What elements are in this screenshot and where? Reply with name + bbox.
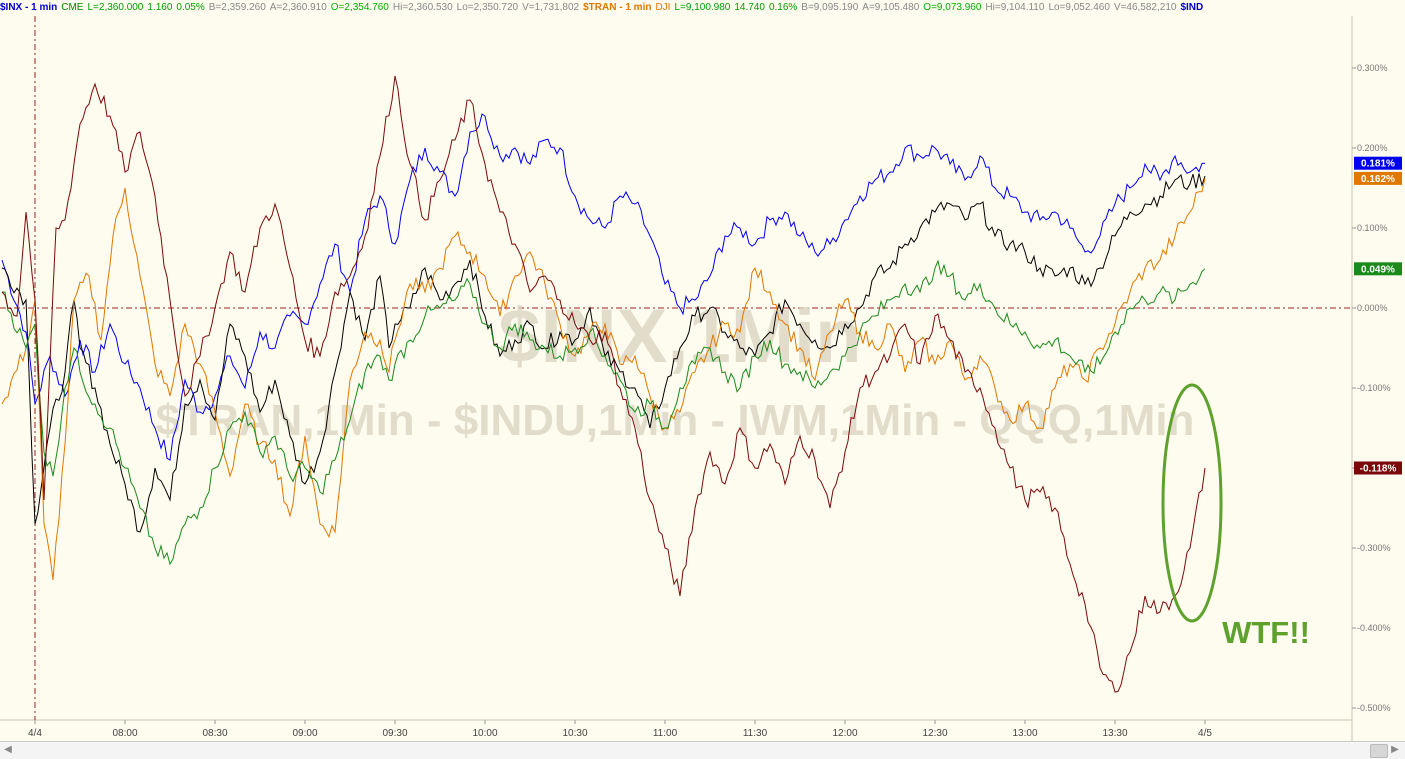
scroll-right-icon[interactable]: ▶ (1391, 744, 1399, 755)
y-tick-label: -0.300% (1357, 543, 1391, 553)
value-badge-label-iwm: 0.049% (1361, 264, 1395, 275)
y-tick-label: 0.200% (1357, 143, 1388, 153)
x-tick-label: 12:30 (922, 728, 947, 739)
series-line-indu (1, 113, 1206, 461)
scroll-thumb[interactable] (1370, 744, 1388, 758)
x-tick-label: 11:00 (653, 728, 678, 739)
value-badge-qqq (1354, 461, 1402, 475)
y-tick-label: -0.100% (1357, 383, 1391, 393)
y-tick-label: -0.400% (1357, 623, 1391, 633)
annotation-ellipse (1161, 383, 1223, 623)
inx-open: O=2,354.760 (330, 2, 389, 13)
watermark-line2: $TRAN,1Min - $INDU,1Min - IWM,1Min - QQQ… (156, 396, 1195, 445)
inx-hi: Hi=2,360.530 (392, 2, 453, 13)
inx-bid: B=2,359.260 (208, 2, 266, 13)
ind-symbol[interactable]: $IND (1180, 2, 1204, 13)
x-tick-label: 09:30 (382, 728, 407, 739)
inx-exchange: CME (61, 2, 84, 13)
series-line-tran (1, 178, 1206, 581)
tran-pct: 0.16% (768, 2, 798, 13)
tran-change: 14.740 (734, 2, 765, 13)
x-tick-label: 08:00 (112, 728, 137, 739)
tran-ask: A=9,105.480 (862, 2, 920, 13)
x-tick-label: 13:00 (1012, 728, 1037, 739)
inx-change: 1.160 (147, 2, 173, 13)
value-badge-iwm (1354, 262, 1402, 276)
x-tick-label: 10:30 (562, 728, 587, 739)
y-tick-label: 0.100% (1357, 223, 1388, 233)
x-axis: 4/4 08:00 08:30 09:00 09:30 10:00 10:30 11:00 11… (28, 720, 1212, 739)
tran-vol: V=46,582,210 (1113, 2, 1177, 13)
tran-bid: B=9,095.190 (801, 2, 859, 13)
tran-lo: Lo=9,052.460 (1048, 2, 1110, 13)
value-badge-indu (1354, 156, 1402, 170)
scroll-left-icon[interactable]: ◀ (4, 744, 12, 755)
inx-vol: V=1,731,802 (522, 2, 580, 13)
inx-ask: A=2,360.910 (269, 2, 327, 13)
inx-lo: Lo=2,350.720 (456, 2, 519, 13)
inx-last: L=2,360.000 (87, 2, 144, 13)
value-badge-tran (1354, 171, 1402, 185)
annotation-text: WTF!! (1222, 615, 1310, 650)
value-badges: 0.181% 0.162% 0.049% -0.118% (1354, 156, 1402, 475)
inx-symbol[interactable]: $INX - 1 min (0, 2, 58, 13)
y-tick-label: 0.300% (1357, 63, 1388, 73)
inx-pct: 0.05% (176, 2, 205, 13)
tran-last: L=9,100.980 (674, 2, 731, 13)
series-line-iwm (1, 259, 1206, 566)
x-tick-label: 4/5 (1198, 728, 1212, 739)
series-group (1, 75, 1206, 693)
value-badge-label-indu: 0.181% (1361, 159, 1395, 170)
x-tick-label: 12:00 (832, 728, 857, 739)
x-tick-label: 13:30 (1102, 728, 1127, 739)
horizontal-scrollbar[interactable]: ◀ ▶ (0, 741, 1405, 759)
value-badge-label-tran: 0.162% (1361, 174, 1395, 185)
x-tick-label: 10:00 (472, 728, 497, 739)
gridlines (0, 16, 1352, 720)
y-tick-label: 0.000% (1357, 303, 1388, 313)
x-tick-label: 4/4 (28, 728, 42, 739)
x-tick-label: 09:00 (292, 728, 317, 739)
tran-open: O=9,073.960 (923, 2, 982, 13)
series-line-qqq (1, 75, 1206, 693)
x-tick-label: 11:30 (743, 728, 768, 739)
series-line-inx (1, 173, 1206, 533)
tran-symbol[interactable]: $TRAN - 1 min (583, 2, 652, 13)
y-tick-label: -0.500% (1357, 703, 1391, 713)
quote-header: $INX - 1 min CME L=2,360.000 1.160 0.05% B=2,… (0, 0, 1352, 16)
tran-hi: Hi=9,104.110 (985, 2, 1045, 13)
x-tick-label: 08:30 (202, 728, 227, 739)
value-badge-label-qqq: -0.118% (1360, 464, 1397, 475)
tran-exchange: DJI (655, 2, 671, 13)
